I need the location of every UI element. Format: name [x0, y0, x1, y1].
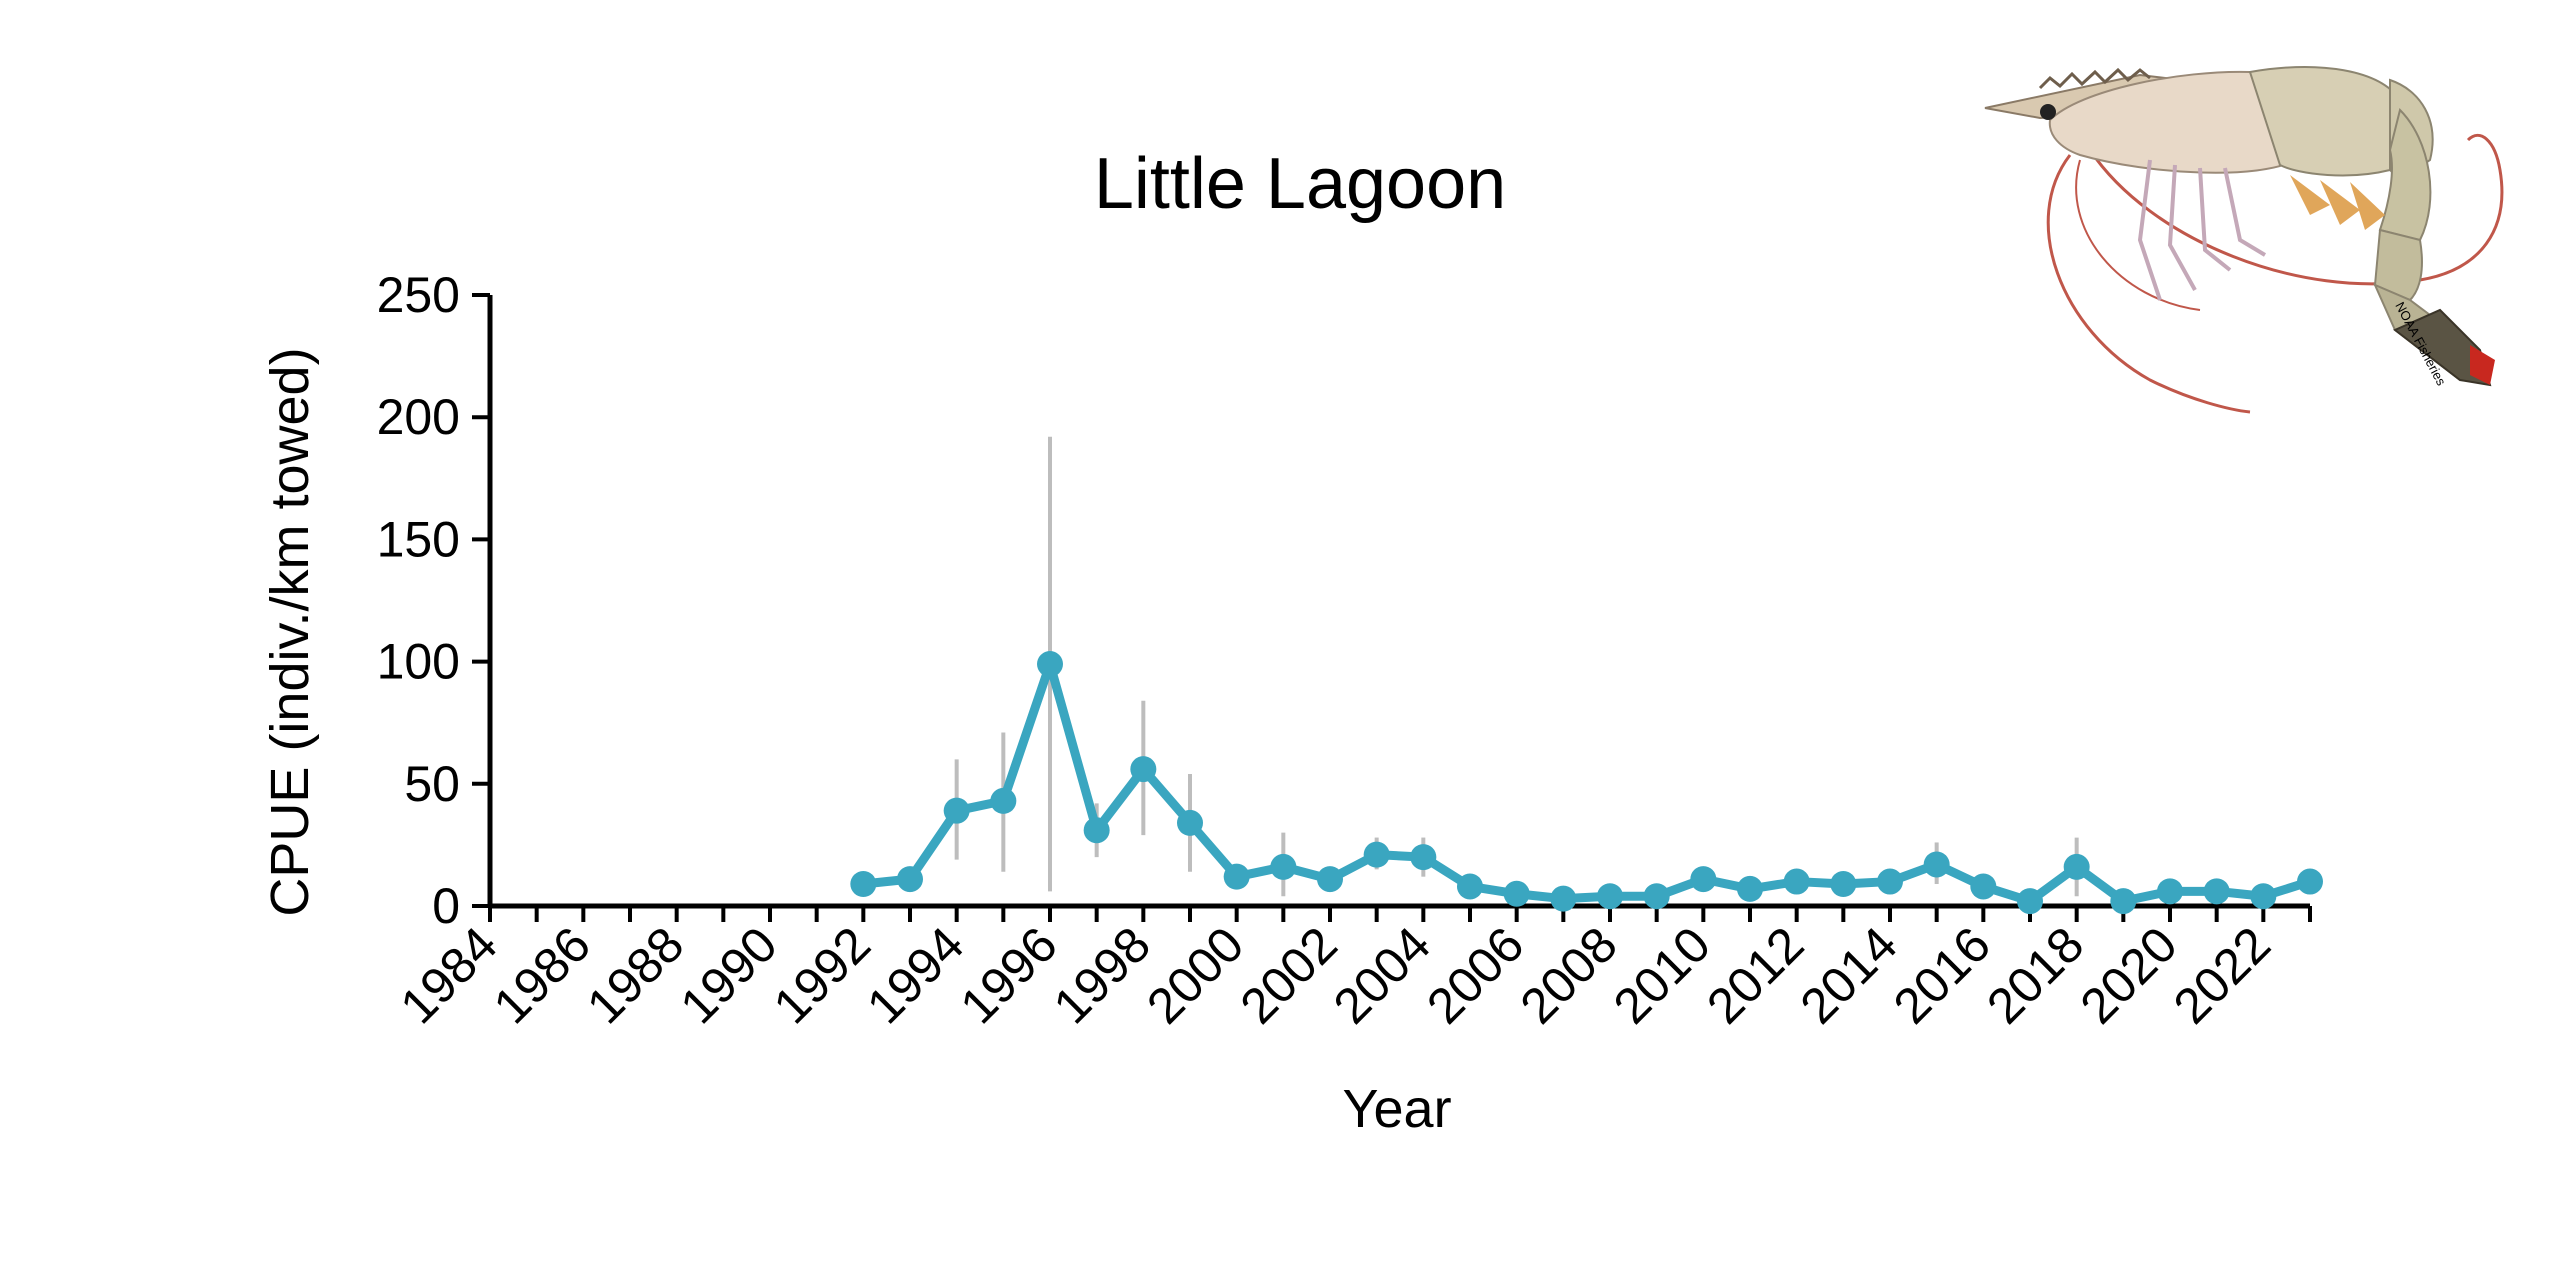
- y-axis-ticks: 0 50 100 150 200 250: [377, 267, 490, 934]
- y-tick-label: 200: [377, 389, 460, 445]
- x-tick-label: 1986: [483, 916, 601, 1034]
- data-point: [1130, 756, 1157, 783]
- shrimp-icon: NOAA Fisheries: [1984, 66, 2504, 414]
- data-point: [2110, 888, 2137, 915]
- x-tick-label: 2004: [1323, 916, 1441, 1034]
- x-tick-label: 1998: [1043, 916, 1161, 1034]
- chart-title: Little Lagoon: [1094, 144, 1506, 224]
- data-point: [850, 871, 877, 898]
- x-tick-label: 2022: [2163, 916, 2281, 1034]
- data-point: [1783, 868, 1810, 895]
- data-point: [990, 787, 1017, 814]
- x-tick-label: 2000: [1136, 916, 1254, 1034]
- data-point: [1643, 883, 1670, 910]
- data-point: [1923, 851, 1950, 878]
- data-point: [2203, 878, 2230, 905]
- x-tick-label: 2012: [1696, 916, 1814, 1034]
- data-point: [1830, 871, 1857, 898]
- data-point: [2063, 853, 2090, 880]
- error-bars: [954, 436, 2079, 897]
- plot-axes: [487, 295, 2310, 909]
- data-point: [943, 797, 970, 824]
- x-tick-label: 1992: [763, 916, 881, 1034]
- x-tick-label: 1990: [670, 916, 788, 1034]
- data-point: [2017, 888, 2043, 915]
- x-tick-label: 2016: [1883, 916, 2001, 1034]
- x-tick-label: 2018: [1976, 916, 2094, 1034]
- series-line-group: [862, 659, 2312, 906]
- x-tick-label: 2006: [1416, 916, 1534, 1034]
- data-point: [1503, 880, 1530, 907]
- data-point: [1550, 885, 1577, 912]
- data-points: [850, 651, 2323, 915]
- data-point: [1223, 863, 1250, 890]
- data-point: [1737, 875, 1763, 902]
- data-point: [1690, 866, 1717, 893]
- data-point: [1457, 873, 1483, 900]
- x-tick-label: 1994: [856, 916, 974, 1034]
- data-point: [1270, 853, 1297, 880]
- data-point: [1037, 651, 1063, 678]
- y-tick-label: 250: [377, 267, 460, 323]
- data-point: [1410, 844, 1437, 871]
- data-point: [1877, 868, 1903, 895]
- x-tick-label: 2010: [1603, 916, 1721, 1034]
- x-tick-label: 1988: [576, 916, 694, 1034]
- x-tick-label: 2014: [1790, 916, 1908, 1034]
- data-point: [1177, 809, 1203, 836]
- series-line: [862, 659, 2312, 906]
- data-point: [1317, 866, 1343, 893]
- data-point: [1363, 841, 1390, 868]
- y-axis-label: CPUE (indiv./km towed): [260, 347, 320, 916]
- data-point: [1970, 873, 1997, 900]
- data-point: [897, 866, 923, 893]
- x-axis-ticks: 1984198619881990199219941996199820002002…: [390, 906, 2312, 1034]
- y-tick-label: 0: [432, 878, 460, 934]
- data-point: [2297, 868, 2323, 895]
- x-tick-label: 2008: [1510, 916, 1628, 1034]
- data-point: [1597, 883, 1623, 910]
- x-tick-label: 2002: [1230, 916, 1348, 1034]
- x-axis-label: Year: [1342, 1079, 1451, 1139]
- data-point: [2157, 878, 2183, 905]
- y-tick-label: 100: [377, 634, 460, 690]
- y-tick-label: 50: [404, 756, 460, 812]
- x-tick-label: 2020: [2070, 916, 2188, 1034]
- data-point: [2250, 883, 2277, 910]
- x-tick-label: 1996: [950, 916, 1068, 1034]
- data-point: [1083, 817, 1110, 844]
- y-tick-label: 150: [377, 511, 460, 567]
